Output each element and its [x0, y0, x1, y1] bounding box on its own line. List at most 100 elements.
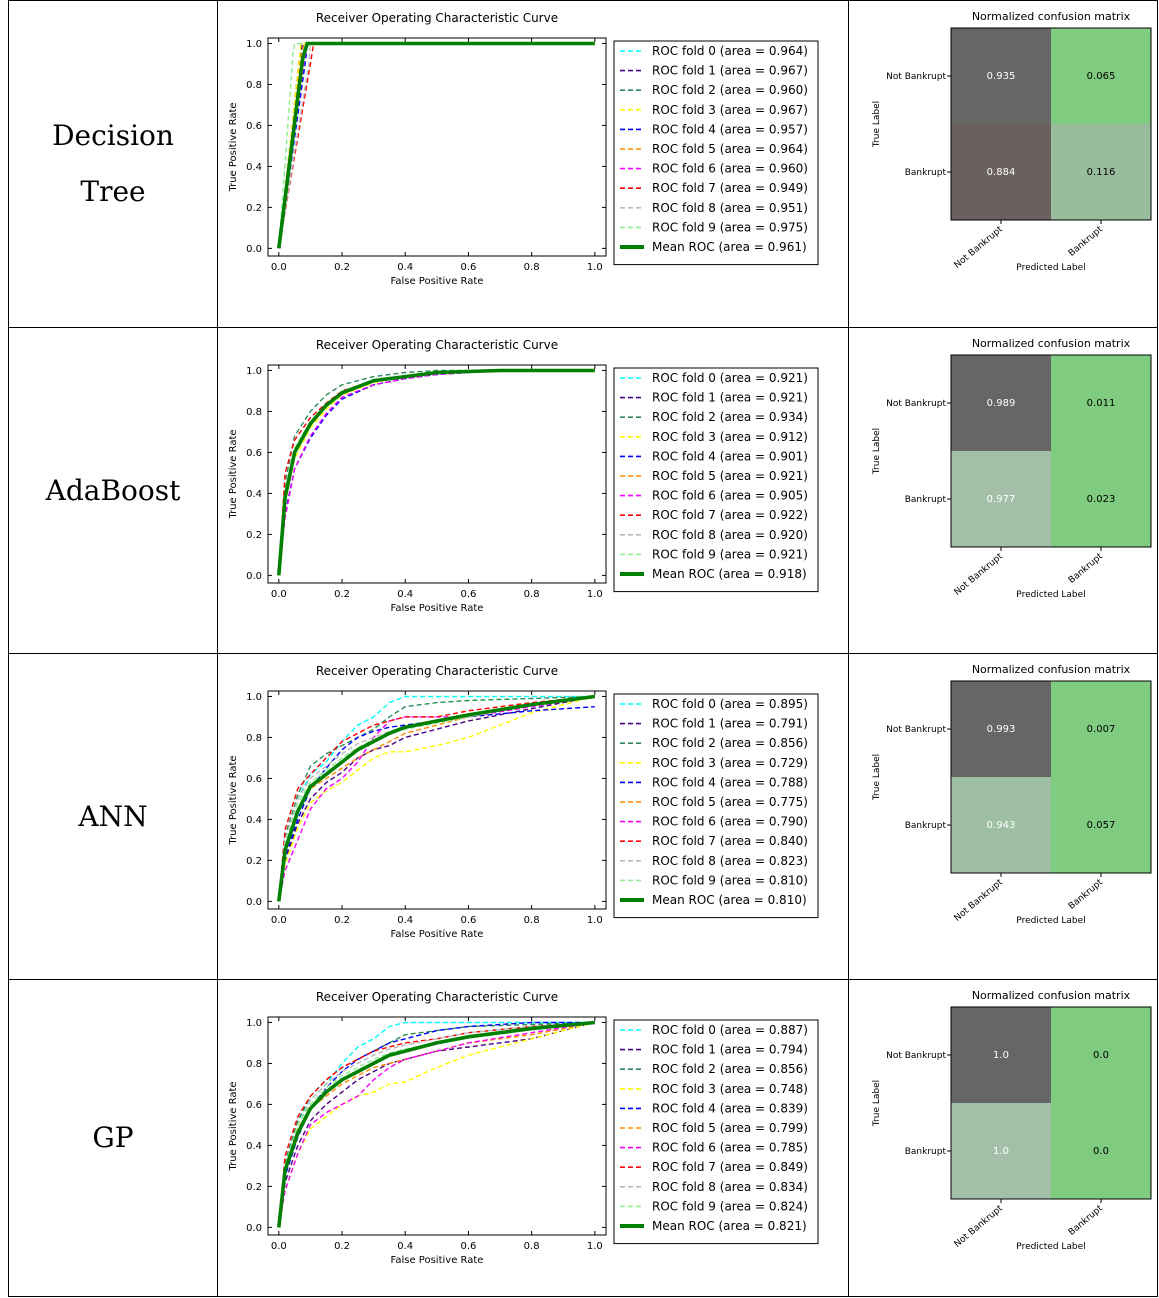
- legend: ROC fold 0 (area = 0.921) ROC fold 1 (are…: [613, 367, 819, 592]
- legend-label: ROC fold 0 (area = 0.964): [652, 44, 808, 58]
- model-row: AdaBoost Receiver Operating Characteristi…: [8, 327, 1158, 654]
- y-tick-label: 1.0: [246, 1017, 262, 1028]
- x-axis-label: False Positive Rate: [391, 603, 484, 614]
- roc-fold-line: [278, 695, 595, 902]
- y-tick-label: 0.2: [246, 1181, 262, 1192]
- roc-fold-line: [278, 1021, 595, 1227]
- cm-cell: [951, 450, 1051, 547]
- plot-area: [267, 690, 607, 909]
- legend-label: ROC fold 6 (area = 0.790): [652, 814, 808, 828]
- y-tick-label: 0.4: [246, 814, 262, 825]
- x-tick-label: 1.0: [587, 1241, 603, 1252]
- cm-cell-value: 0.011: [1087, 398, 1116, 409]
- legend-label: Mean ROC (area = 0.810): [652, 893, 807, 907]
- legend-label: ROC fold 7 (area = 0.949): [652, 181, 808, 195]
- plot-area: [267, 364, 607, 583]
- y-tick-label: 0.6: [246, 120, 262, 131]
- cm-cell-value: 0.989: [987, 398, 1016, 409]
- x-tick-label: 0.8: [524, 589, 540, 600]
- x-tick-label: 1.0: [587, 262, 603, 273]
- y-tick-label: 0.2: [246, 855, 262, 866]
- legend: ROC fold 0 (area = 0.964) ROC fold 1 (are…: [613, 40, 819, 265]
- cm-frame: [950, 27, 1152, 220]
- legend-label: ROC fold 2 (area = 0.856): [652, 736, 808, 750]
- model-row: ANN Receiver Operating Characteristic Cur…: [8, 653, 1158, 980]
- roc-fold-line: [278, 695, 595, 901]
- x-axis-label: False Positive Rate: [391, 276, 484, 287]
- legend-label: ROC fold 0 (area = 0.895): [652, 697, 808, 711]
- roc-fold-line: [278, 1021, 595, 1227]
- y-tick-label: 0.0: [246, 896, 262, 907]
- cm-col-label: Bankrupt: [1067, 877, 1105, 911]
- cm-cell: [1051, 354, 1151, 451]
- legend-label: ROC fold 8 (area = 0.823): [652, 853, 808, 867]
- legend-label: ROC fold 8 (area = 0.951): [652, 200, 808, 214]
- x-tick-label: 0.4: [397, 262, 413, 273]
- x-tick-label: 0.0: [271, 1241, 287, 1252]
- x-tick-label: 0.6: [460, 262, 476, 273]
- chart-title: Receiver Operating Characteristic Curve: [316, 664, 558, 678]
- mean-roc-line: [277, 368, 595, 576]
- legend-label: ROC fold 2 (area = 0.856): [652, 1062, 808, 1076]
- x-tick-label: 0.2: [334, 589, 350, 600]
- legend-label: ROC fold 3 (area = 0.967): [652, 102, 808, 116]
- legend-label: ROC fold 9 (area = 0.824): [652, 1199, 808, 1213]
- model-name-cell: AdaBoost: [8, 327, 218, 654]
- legend-label: ROC fold 6 (area = 0.905): [652, 488, 808, 502]
- model-name: ANN: [78, 799, 148, 833]
- roc-fold-line: [278, 695, 595, 901]
- roc-cell: Receiver Operating Characteristic Curve 0…: [217, 653, 849, 980]
- legend-label: ROC fold 3 (area = 0.912): [652, 429, 808, 443]
- legend: ROC fold 0 (area = 0.887) ROC fold 1 (are…: [613, 1019, 819, 1244]
- cm-col-label: Not Bankrupt: [953, 224, 1006, 270]
- cm-row-label: Bankrupt: [905, 168, 947, 178]
- cm-cell-value: 0.116: [1087, 167, 1116, 178]
- cm-y-axis-label: True Label: [872, 100, 882, 147]
- x-tick-label: 0.6: [460, 1241, 476, 1252]
- cm-cell: [1051, 1006, 1151, 1103]
- confusion-matrix-cell: Normalized confusion matrix 1.0 0.0 1.0 0.0 N…: [848, 979, 1158, 1297]
- y-tick-label: 0.8: [246, 732, 262, 743]
- model-name: Decision: [52, 119, 174, 152]
- confusion-matrix-chart: Normalized confusion matrix 0.989 0.011 0.9…: [872, 337, 1152, 600]
- legend-label: ROC fold 9 (area = 0.921): [652, 547, 808, 561]
- cm-cell: [1051, 776, 1151, 873]
- y-tick-label: 1.0: [246, 365, 262, 376]
- chart-title: Receiver Operating Characteristic Curve: [316, 338, 558, 352]
- confusion-matrix-cell: Normalized confusion matrix 0.989 0.011 0.9…: [848, 327, 1158, 654]
- roc-chart: Receiver Operating Characteristic Curve 0…: [228, 11, 819, 287]
- roc-fold-line: [278, 1021, 595, 1227]
- legend-label: ROC fold 3 (area = 0.729): [652, 755, 808, 769]
- cm-cell-value: 1.0: [993, 1146, 1009, 1157]
- legend-label: ROC fold 7 (area = 0.849): [652, 1160, 808, 1174]
- legend-label: ROC fold 5 (area = 0.921): [652, 469, 808, 483]
- legend-label: ROC fold 5 (area = 0.964): [652, 142, 808, 156]
- legend-label: Mean ROC (area = 0.918): [652, 567, 807, 581]
- roc-chart: Receiver Operating Characteristic Curve 0…: [228, 990, 819, 1266]
- roc-chart: Receiver Operating Characteristic Curve 0…: [228, 338, 819, 614]
- x-tick-label: 0.2: [334, 915, 350, 926]
- cm-cell: [951, 27, 1051, 124]
- legend-frame: [613, 1019, 819, 1244]
- x-tick-label: 1.0: [587, 915, 603, 926]
- cm-cell-value: 1.0: [993, 1050, 1009, 1061]
- roc-fold-line: [278, 1021, 595, 1227]
- confusion-matrix-cell: Normalized confusion matrix 0.993 0.007 0.9…: [848, 653, 1158, 980]
- model-name-cell: GP: [8, 979, 218, 1297]
- cm-x-axis-label: Predicted Label: [1016, 1242, 1085, 1252]
- legend-label: ROC fold 2 (area = 0.934): [652, 410, 808, 424]
- legend: ROC fold 0 (area = 0.895) ROC fold 1 (are…: [613, 693, 819, 918]
- roc-fold-line: [278, 695, 595, 901]
- cm-col-label: Not Bankrupt: [953, 877, 1006, 923]
- cm-cell: [1051, 1102, 1151, 1199]
- roc-cell: Receiver Operating Characteristic Curve 0…: [217, 979, 849, 1297]
- x-axis-label: False Positive Rate: [391, 1255, 484, 1266]
- x-tick-label: 0.0: [271, 589, 287, 600]
- y-tick-label: 0.0: [246, 1222, 262, 1233]
- cm-row-label: Bankrupt: [905, 821, 947, 831]
- legend-label: ROC fold 9 (area = 0.975): [652, 220, 808, 234]
- cm-y-axis-label: True Label: [872, 753, 882, 800]
- x-tick-label: 0.8: [524, 915, 540, 926]
- y-tick-label: 0.4: [246, 161, 262, 172]
- cm-x-axis-label: Predicted Label: [1016, 916, 1085, 926]
